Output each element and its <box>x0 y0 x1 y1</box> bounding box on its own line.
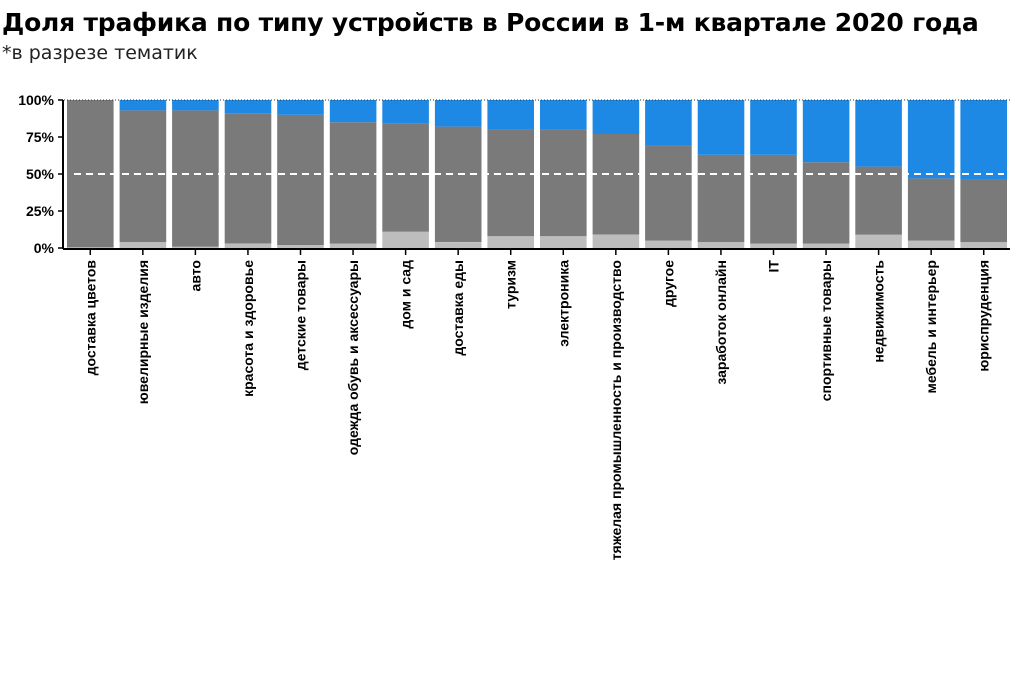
segment-light <box>960 242 1007 248</box>
y-tick-label: 100% <box>18 92 54 108</box>
segment-gray <box>592 134 640 235</box>
x-tick-label: другое <box>660 260 676 307</box>
x-tick-label: дом и сад <box>398 260 414 329</box>
segment-blue <box>697 100 745 155</box>
segment-gray <box>172 110 219 247</box>
segment-blue <box>802 100 850 163</box>
segment-light <box>67 247 114 248</box>
segment-gray <box>487 129 534 237</box>
x-tick-label: юриспруденция <box>976 260 992 372</box>
x-tick-label: туризм <box>503 260 519 309</box>
segment-blue <box>382 100 429 124</box>
segment-light <box>277 245 324 248</box>
y-tick-label: 50% <box>26 166 55 182</box>
segment-light <box>382 231 429 248</box>
x-tick-label: доставка цветов <box>82 260 98 376</box>
segment-light <box>540 236 587 248</box>
segment-blue <box>960 100 1007 180</box>
segment-gray <box>697 154 745 243</box>
chart-subtitle: *в разрезе тематик <box>2 42 198 64</box>
segment-light <box>119 242 167 248</box>
x-tick-label: тяжелая промышленность и производство <box>608 260 624 560</box>
segment-gray <box>960 179 1007 243</box>
segment-gray <box>802 162 850 244</box>
x-tick-label: одежда обувь и аксессуары <box>345 260 361 455</box>
segment-blue <box>487 100 534 130</box>
x-tick-label: детские товары <box>293 260 309 370</box>
segment-gray <box>855 166 902 235</box>
segment-light <box>592 234 640 248</box>
segment-light <box>487 236 534 248</box>
y-tick-label: 0% <box>34 240 55 256</box>
x-tick-label: недвижимость <box>871 260 887 363</box>
segment-light <box>907 240 955 248</box>
x-tick-label: IT <box>766 260 782 273</box>
segment-light <box>697 242 745 248</box>
segment-blue <box>277 100 324 115</box>
segment-light <box>802 243 850 248</box>
segment-blue <box>540 100 587 130</box>
chart-title: Доля трафика по типу устройств в России … <box>2 8 979 37</box>
segment-blue <box>224 100 272 114</box>
segment-gray <box>382 123 429 232</box>
x-tick-label: спортивные товары <box>818 260 834 401</box>
segment-light <box>645 240 692 248</box>
segment-light <box>172 246 219 248</box>
y-tick-label: 75% <box>26 129 55 145</box>
segment-blue <box>750 100 797 155</box>
segment-blue <box>119 100 167 111</box>
segment-blue <box>645 100 692 146</box>
x-tick-label: электроника <box>555 260 571 347</box>
segment-gray <box>119 110 167 243</box>
x-tick-label: красота и здоровье <box>240 260 256 397</box>
segment-light <box>224 243 272 248</box>
x-tick-label: доставка еды <box>450 260 466 356</box>
segment-light <box>329 243 377 248</box>
segment-gray <box>645 145 692 241</box>
segment-blue <box>434 100 482 127</box>
segment-gray <box>224 113 272 244</box>
y-tick-label: 25% <box>26 203 55 219</box>
x-tick-label: ювелирные изделия <box>135 260 151 404</box>
segment-light <box>750 243 797 248</box>
segment-gray <box>750 154 797 244</box>
segment-gray <box>540 129 587 237</box>
segment-gray <box>329 122 377 244</box>
x-tick-label: авто <box>187 260 203 291</box>
segment-gray <box>277 114 324 245</box>
x-tick-label: мебель и интерьер <box>923 260 939 393</box>
segment-blue <box>172 100 219 111</box>
segment-blue <box>855 100 902 167</box>
segment-gray <box>434 126 482 242</box>
segment-gray <box>907 178 955 241</box>
segment-light <box>434 242 482 248</box>
segment-light <box>855 234 902 248</box>
x-tick-label: заработок онлайн <box>713 260 729 385</box>
segment-blue <box>329 100 377 123</box>
segment-blue <box>592 100 640 134</box>
segment-blue <box>907 100 955 179</box>
